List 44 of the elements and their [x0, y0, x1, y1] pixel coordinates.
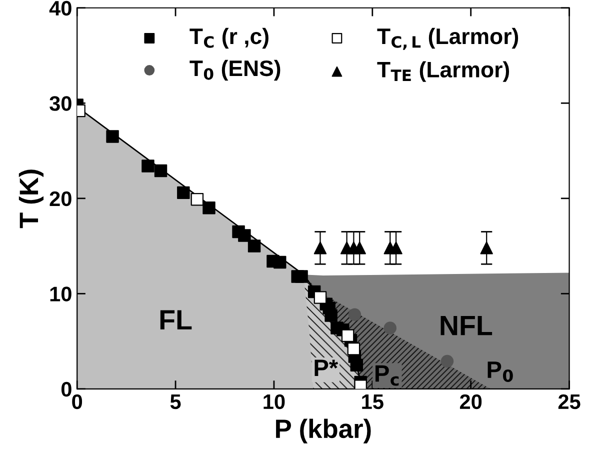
point: [348, 308, 362, 321]
legend-label: T$_{TE}$ (Larmor): [377, 61, 510, 82]
annotation: NFL: [440, 316, 492, 336]
point: [314, 291, 327, 304]
point: [324, 309, 338, 322]
annotation: P$_{c}$: [376, 365, 399, 386]
point: [238, 229, 251, 242]
point: [347, 342, 360, 356]
x-axis-title: P (kbar): [276, 418, 371, 444]
point: [384, 322, 396, 334]
annotation: FL: [160, 310, 192, 330]
point: [202, 202, 216, 214]
legend-label: T$_{0}$ (ENS): [190, 60, 280, 81]
annotation: P$_{0}$: [488, 362, 513, 382]
x-tick-label: 15: [362, 394, 384, 410]
point: [248, 240, 261, 252]
y-tick-label: 10: [50, 286, 72, 302]
annotation: P*: [314, 360, 338, 376]
x-tick-label: 0: [72, 394, 82, 410]
legend-label: T$_{C}$ (r ,c): [190, 28, 268, 49]
point: [177, 186, 190, 200]
point: [274, 256, 286, 269]
y-tick-label: 0: [61, 382, 72, 397]
point: [353, 242, 366, 254]
point: [390, 242, 402, 254]
x-tick-label: 10: [264, 394, 285, 410]
y-tick-label: 30: [50, 96, 72, 111]
point: [350, 358, 364, 372]
point: [106, 130, 119, 143]
point: [440, 354, 454, 368]
y-tick-label: 40: [49, 0, 72, 16]
y-axis-title: T (K): [18, 170, 44, 228]
point: [190, 192, 204, 206]
point: [314, 242, 327, 254]
y-tick-label: 20: [50, 191, 72, 206]
point: [154, 164, 168, 178]
x-tick-label: 5: [170, 394, 181, 410]
x-tick-label: 25: [558, 394, 580, 410]
x-tick-label: 20: [460, 394, 482, 410]
legend-label: T$_{C,L}$ (Larmor): [377, 28, 518, 50]
point: [142, 160, 154, 172]
point: [341, 329, 354, 342]
point: [295, 270, 308, 283]
point: [480, 242, 493, 254]
